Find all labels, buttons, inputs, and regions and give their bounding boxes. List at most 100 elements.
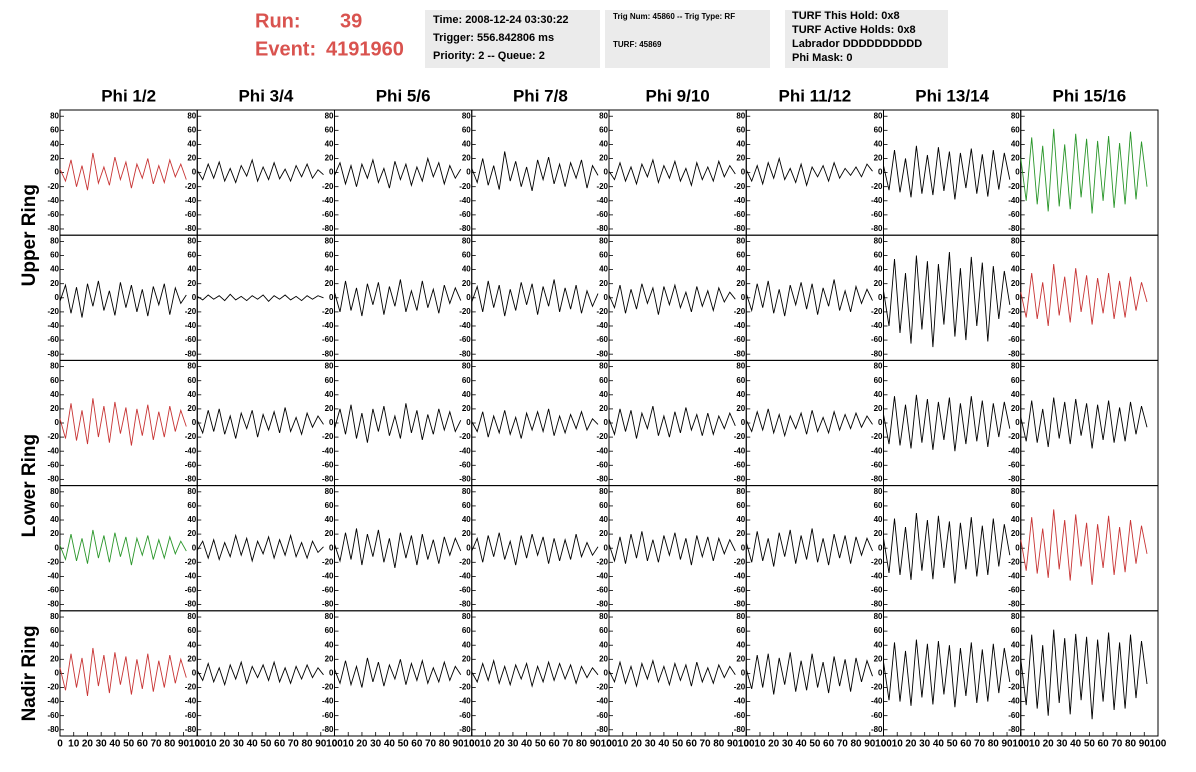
column-label: Phi 13/14 — [915, 86, 989, 105]
x-tick-label: 20 — [82, 739, 94, 750]
y-tick-label: -80 — [596, 725, 608, 734]
info-text: Trig Num: 45860 -- Trig Type: RF — [613, 12, 735, 21]
y-tick-label: -60 — [871, 335, 883, 344]
ring-label: Nadir Ring — [19, 625, 40, 721]
x-tick-label: 30 — [96, 739, 108, 750]
y-tick-label: 0 — [741, 543, 746, 552]
y-tick-label: 0 — [1015, 669, 1020, 678]
y-tick-label: 40 — [50, 640, 59, 649]
y-tick-label: 20 — [736, 529, 745, 538]
waveform — [608, 158, 736, 187]
y-tick-label: 20 — [1011, 529, 1020, 538]
info-text: Labrador DDDDDDDDDD — [792, 38, 922, 50]
x-tick-label: 100 — [1150, 739, 1167, 750]
y-tick-label: -40 — [596, 697, 608, 706]
y-tick-label: 40 — [736, 390, 745, 399]
y-tick-label: 40 — [462, 140, 471, 149]
y-tick-label: 0 — [329, 168, 334, 177]
y-tick-label: 60 — [50, 125, 59, 134]
y-tick-label: 40 — [462, 515, 471, 524]
y-tick-label: -80 — [734, 725, 746, 734]
y-tick-label: 20 — [1011, 154, 1020, 163]
y-tick-label: 0 — [466, 543, 471, 552]
x-tick-label: 50 — [809, 739, 821, 750]
y-tick-label: -20 — [596, 432, 608, 441]
x-tick-label: 10 — [1029, 739, 1041, 750]
y-tick-label: -20 — [871, 182, 883, 191]
waveform — [1020, 509, 1148, 585]
y-tick-label: 80 — [1011, 362, 1020, 371]
y-tick-label: 60 — [874, 125, 883, 134]
y-tick-label: -20 — [596, 307, 608, 316]
y-tick-label: -20 — [185, 683, 197, 692]
y-tick-label: -40 — [596, 196, 608, 205]
y-tick-label: 40 — [874, 265, 883, 274]
y-tick-label: 0 — [466, 418, 471, 427]
y-tick-label: 0 — [604, 669, 609, 678]
x-tick-label: 0 — [1018, 739, 1024, 750]
y-tick-label: 20 — [50, 404, 59, 413]
y-tick-label: 60 — [462, 125, 471, 134]
y-tick-label: -40 — [47, 446, 59, 455]
y-tick-label: 20 — [599, 654, 608, 663]
y-tick-label: 20 — [599, 404, 608, 413]
y-tick-label: -20 — [734, 683, 746, 692]
y-tick-label: 20 — [50, 529, 59, 538]
waveform — [883, 394, 1011, 452]
y-tick-label: 40 — [187, 640, 196, 649]
y-tick-label: 20 — [874, 654, 883, 663]
y-tick-label: 40 — [874, 390, 883, 399]
y-tick-label: 20 — [874, 404, 883, 413]
y-tick-label: 80 — [736, 612, 745, 621]
y-tick-label: 40 — [462, 640, 471, 649]
y-tick-label: -20 — [1008, 182, 1020, 191]
y-tick-label: 60 — [736, 501, 745, 510]
x-tick-label: 0 — [469, 739, 475, 750]
y-tick-label: -40 — [47, 697, 59, 706]
y-tick-label: -40 — [322, 196, 334, 205]
y-tick-label: 60 — [1011, 626, 1020, 635]
waveform — [334, 528, 462, 568]
y-tick-label: 80 — [874, 362, 883, 371]
y-tick-label: -60 — [734, 586, 746, 595]
y-tick-label: 0 — [878, 168, 883, 177]
y-tick-label: 60 — [1011, 376, 1020, 385]
x-tick-label: 70 — [1111, 739, 1123, 750]
waveform — [745, 528, 873, 567]
y-tick-label: 60 — [736, 626, 745, 635]
y-tick-label: -60 — [1008, 711, 1020, 720]
waveform — [334, 279, 462, 317]
y-tick-label: -60 — [596, 335, 608, 344]
column-label: Phi 7/8 — [513, 86, 568, 105]
ring-label: Lower Ring — [19, 434, 40, 537]
y-tick-label: 80 — [187, 362, 196, 371]
x-tick-label: 80 — [439, 739, 451, 750]
y-tick-label: -40 — [459, 196, 471, 205]
y-tick-label: 40 — [50, 515, 59, 524]
y-tick-label: -20 — [47, 683, 59, 692]
y-tick-label: -60 — [322, 586, 334, 595]
y-tick-label: 40 — [1011, 515, 1020, 524]
x-tick-label: 50 — [398, 739, 410, 750]
y-tick-label: -60 — [734, 335, 746, 344]
x-tick-label: 90 — [727, 739, 739, 750]
y-tick-label: 60 — [325, 626, 334, 635]
x-tick-label: 30 — [782, 739, 794, 750]
y-tick-label: 80 — [599, 612, 608, 621]
x-tick-label: 100 — [738, 739, 755, 750]
y-tick-label: -80 — [185, 224, 197, 233]
waveform — [196, 407, 324, 439]
y-tick-label: 60 — [599, 251, 608, 260]
y-tick-label: -60 — [871, 586, 883, 595]
y-tick-label: 60 — [50, 251, 59, 260]
waveform — [883, 251, 1011, 348]
waveform — [745, 652, 873, 695]
y-tick-label: 40 — [1011, 390, 1020, 399]
y-tick-label: 0 — [466, 168, 471, 177]
y-tick-label: 0 — [55, 168, 60, 177]
x-tick-label: 0 — [194, 739, 200, 750]
y-tick-label: 80 — [187, 612, 196, 621]
y-tick-label: -40 — [596, 571, 608, 580]
x-tick-label: 30 — [919, 739, 931, 750]
y-tick-label: 80 — [874, 237, 883, 246]
